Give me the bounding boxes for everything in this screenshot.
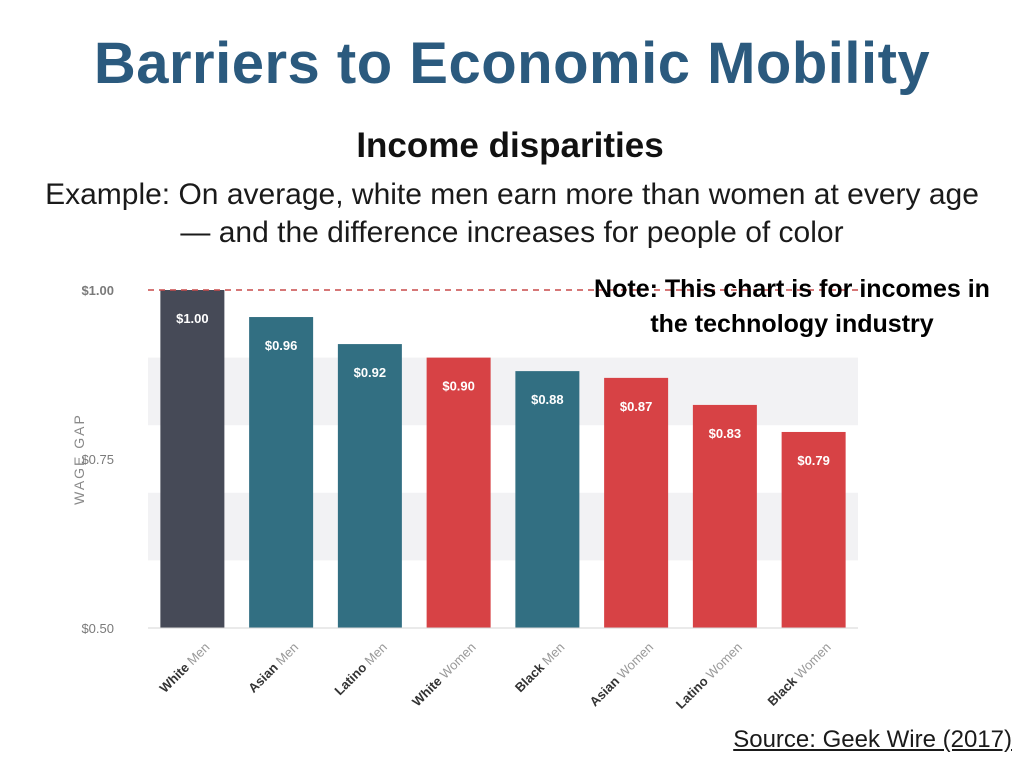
bar-value-label: $0.90 [442,379,475,394]
bar [160,290,225,628]
bar-value-label: $0.88 [531,392,564,407]
bar [604,377,669,628]
category-label: Latino Women [673,640,745,712]
y-axis-title: WAGE GAP [71,413,87,505]
y-tick-label: $0.50 [81,621,114,636]
category-label: Asian Women [587,640,657,710]
slide-title: Barriers to Economic Mobility [93,31,931,96]
bar-value-label: $0.96 [265,338,298,353]
wage-gap-chart-svg: $0.50 $0.75 $1.00 WAGE GAP $1.00 White Men $0.… [71,283,858,712]
bar-value-label: $0.92 [354,365,387,380]
y-tick-label: $1.00 [81,283,114,298]
category-label: White Women [409,640,479,710]
slide-subtitle: Income disparities [356,126,664,165]
bar-value-label: $0.83 [709,426,742,441]
bar [249,317,314,628]
category-label: Latino Men [331,640,390,699]
bar [515,371,580,628]
bar-value-label: $0.79 [797,453,830,468]
chart-note: Note: This chart is for incomes in the t… [594,275,990,338]
y-tick-label: $0.75 [81,452,114,467]
bar [337,344,402,628]
category-label: Asian Men [245,640,301,696]
bar [426,357,491,628]
category-label: Black Men [512,640,568,696]
bar [781,431,846,628]
bar-value-label: $0.87 [620,399,653,414]
category-label: Black Women [765,640,834,709]
source-link[interactable]: Source: Geek Wire (2017) [733,726,1012,753]
category-label: White Men [156,640,212,696]
bar [692,404,757,628]
slide-description: Example: On average, white men earn more… [45,178,979,249]
bar-value-label: $1.00 [176,311,209,326]
wage-gap-chart: $0.50 $0.75 $1.00 WAGE GAP $1.00 White Men $0.… [58,262,878,724]
